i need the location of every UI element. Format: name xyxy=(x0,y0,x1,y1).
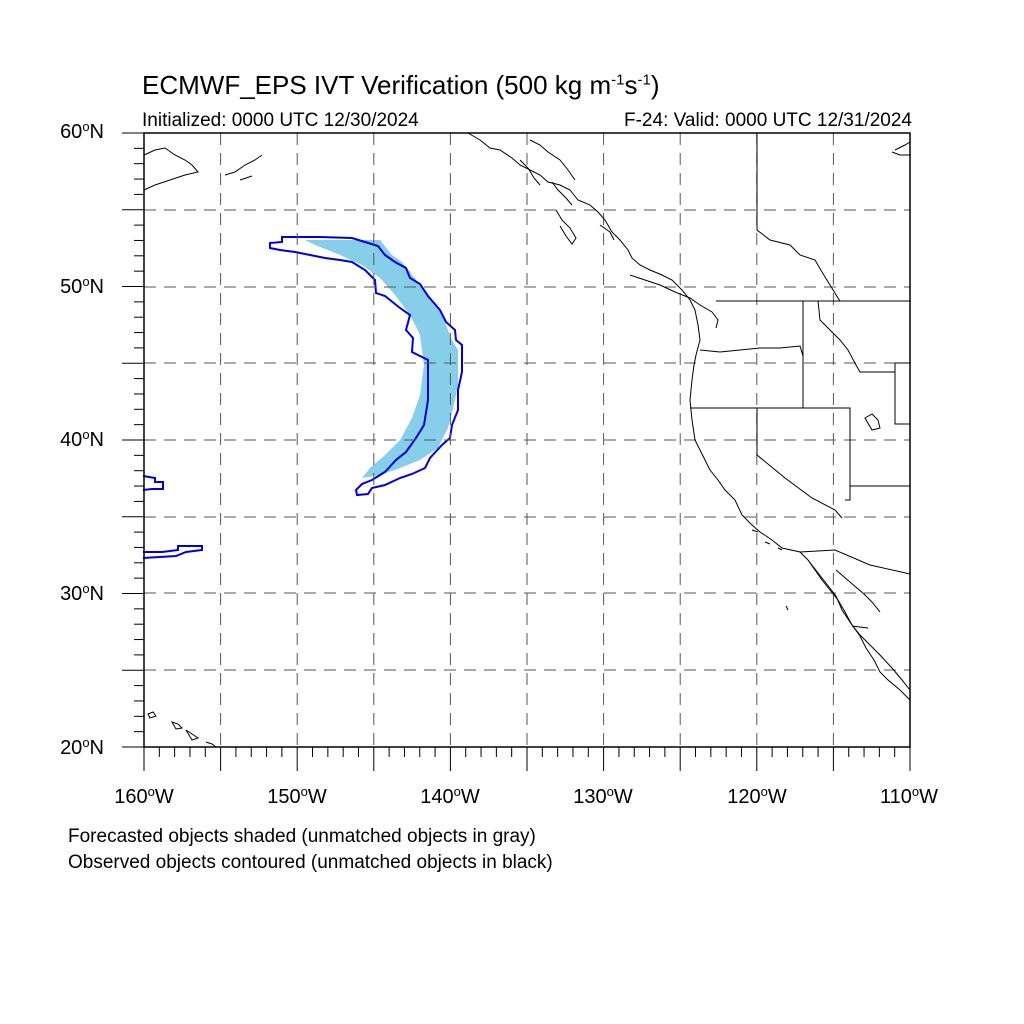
lat-label-60: 60oN xyxy=(60,119,104,143)
lon-label-150w: 150oW xyxy=(267,784,327,808)
initialized-label: Initialized: 0000 UTC 12/30/2024 xyxy=(142,110,419,131)
lon-label-120w: 120oW xyxy=(727,784,787,808)
observed-object-main xyxy=(269,236,463,497)
coastline-bc-islands xyxy=(519,159,719,329)
chart-title: ECMWF_EPS IVT Verification (500 kg m-1s-… xyxy=(142,70,660,100)
lat-label-30: 30oN xyxy=(60,581,104,605)
border-wy xyxy=(756,133,841,302)
tick-marks xyxy=(122,132,911,771)
lake-salton xyxy=(864,413,881,431)
lon-label-110w: 110oW xyxy=(879,784,938,808)
border-42n xyxy=(690,407,851,420)
border-ak-yukon xyxy=(529,139,576,181)
coastline-aleutians xyxy=(224,154,263,181)
coastline-far-nw xyxy=(143,147,199,191)
lat-label-40: 40oN xyxy=(60,427,104,451)
border-id-mt xyxy=(817,300,895,373)
island-hawaii xyxy=(147,711,217,748)
note-observed: Observed objects contoured (unmatched ob… xyxy=(68,852,553,873)
border-mx xyxy=(799,549,911,575)
observed-object-west-1 xyxy=(142,475,164,491)
island-channel xyxy=(751,529,789,611)
coastline-baja xyxy=(807,559,911,701)
forecast-object xyxy=(305,240,458,478)
border-or-wa xyxy=(699,345,804,357)
lon-label-130w: 130oW xyxy=(573,784,633,808)
note-forecast: Forecasted objects shaded (unmatched obj… xyxy=(68,826,536,847)
lon-label-160w: 160oW xyxy=(114,784,174,808)
forecast-object-shape xyxy=(305,240,458,478)
coastlines xyxy=(143,132,911,748)
coastline-ne xyxy=(891,141,911,156)
lat-label-20: 20oN xyxy=(60,735,104,759)
observed-object-west-2 xyxy=(142,545,203,559)
valid-label: F-24: Valid: 0000 UTC 12/31/2024 xyxy=(624,110,912,131)
border-ut-co xyxy=(894,362,910,425)
coastline-alaska xyxy=(467,132,911,691)
lon-label-140w: 140oW xyxy=(420,784,480,808)
border-nv-az xyxy=(845,408,851,501)
observed-objects xyxy=(142,236,463,559)
grid-lines xyxy=(144,133,910,747)
border-ca-nv xyxy=(756,408,843,519)
lat-label-50: 50oN xyxy=(60,274,104,298)
